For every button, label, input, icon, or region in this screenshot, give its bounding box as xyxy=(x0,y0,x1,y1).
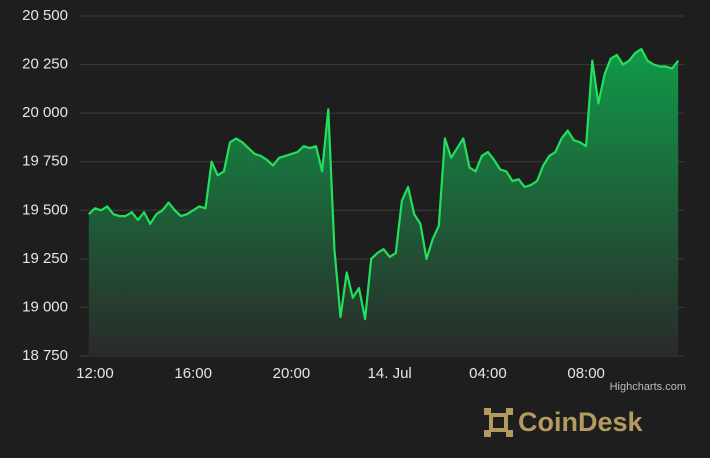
area-fill xyxy=(88,49,679,356)
brand-name: CoinDesk xyxy=(518,407,644,437)
x-tick-label: 12:00 xyxy=(76,365,114,382)
y-tick-label: 19 500 xyxy=(22,201,68,218)
brand-logo xyxy=(484,408,513,437)
x-tick-label: 08:00 xyxy=(567,365,605,382)
y-tick-label: 20 250 xyxy=(22,56,68,73)
y-tick-label: 19 250 xyxy=(22,250,68,267)
x-tick-label: 04:00 xyxy=(469,365,507,382)
y-tick-label: 20 000 xyxy=(22,104,68,121)
x-tick-label: 16:00 xyxy=(174,365,212,382)
price-line xyxy=(88,47,680,321)
y-tick-label: 18 750 xyxy=(22,347,68,364)
y-tick-label: 20 500 xyxy=(22,7,68,24)
x-tick-label: 20:00 xyxy=(273,365,311,382)
y-tick-label: 19 750 xyxy=(22,153,68,170)
credits[interactable]: Highcharts.com xyxy=(610,381,686,393)
x-tick-label: 14. Jul xyxy=(368,365,412,382)
y-tick-label: 19 000 xyxy=(22,298,68,315)
